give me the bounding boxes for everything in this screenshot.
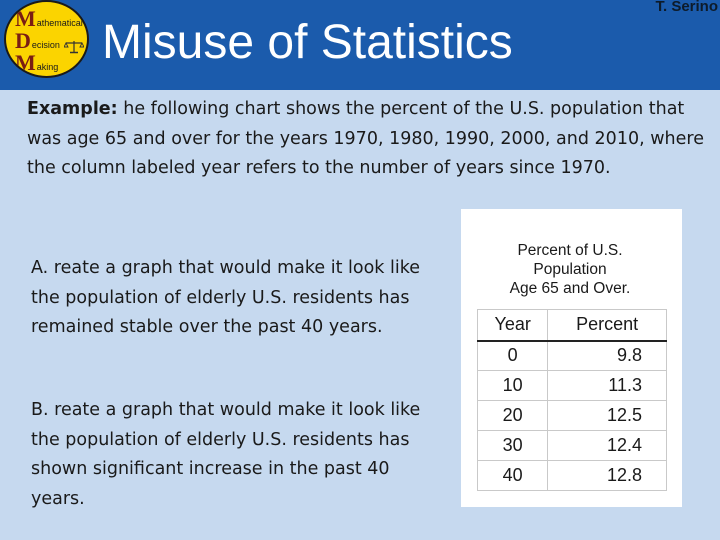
title-bar: M athematical D ecision M aking Misuse o… xyxy=(0,0,720,90)
percent-cell: 11.3 xyxy=(547,370,667,401)
year-cell: 10 xyxy=(476,370,549,401)
table-title-line: Percent of U.S. xyxy=(517,242,623,259)
logo-letter: D xyxy=(15,28,31,53)
population-table: Year Percent 0 9.8 10 11.3 20 12.5 30 12… xyxy=(476,309,667,491)
table-row: 40 12.8 xyxy=(476,460,667,491)
year-cell: 0 xyxy=(476,340,549,371)
table-row: 10 11.3 xyxy=(476,370,667,401)
table-title-line: Age 65 and Over. xyxy=(509,280,631,297)
table-row: 30 12.4 xyxy=(476,430,667,461)
logo-word: ecision xyxy=(31,40,60,50)
table-title: Percent of U.S. Population Age 65 and Ov… xyxy=(477,241,663,298)
table-row: 0 9.8 xyxy=(476,340,667,371)
year-cell: 40 xyxy=(476,460,549,491)
example-text: he following chart shows the percent of … xyxy=(27,99,704,178)
author-name: T. Serino xyxy=(655,0,718,15)
data-table-card: Percent of U.S. Population Age 65 and Ov… xyxy=(461,209,682,507)
table-header-row: Year Percent xyxy=(476,309,667,342)
table-row: 20 12.5 xyxy=(476,400,667,431)
example-paragraph: Example: he following chart shows the pe… xyxy=(27,95,707,184)
mdm-logo: M athematical D ecision M aking xyxy=(4,0,89,78)
column-header-percent: Percent xyxy=(547,309,667,342)
question-b: B. reate a graph that would make it look… xyxy=(31,400,421,509)
page-title: Misuse of Statistics xyxy=(102,16,513,69)
percent-cell: 12.5 xyxy=(547,400,667,431)
percent-cell: 12.8 xyxy=(547,460,667,491)
year-cell: 30 xyxy=(476,430,549,461)
logo-word: athematical xyxy=(36,18,83,28)
logo-word: aking xyxy=(36,62,59,72)
percent-cell: 12.4 xyxy=(547,430,667,461)
column-header-year: Year xyxy=(476,309,549,342)
logo-letter: M xyxy=(15,6,36,31)
percent-cell: 9.8 xyxy=(547,340,667,371)
question-a: A. reate a graph that would make it look… xyxy=(31,258,420,337)
year-cell: 20 xyxy=(476,400,549,431)
example-label: Example: xyxy=(27,99,118,119)
balance-scale-icon xyxy=(64,41,84,54)
logo-letter: M xyxy=(15,50,36,75)
table-title-line: Population xyxy=(533,261,607,278)
